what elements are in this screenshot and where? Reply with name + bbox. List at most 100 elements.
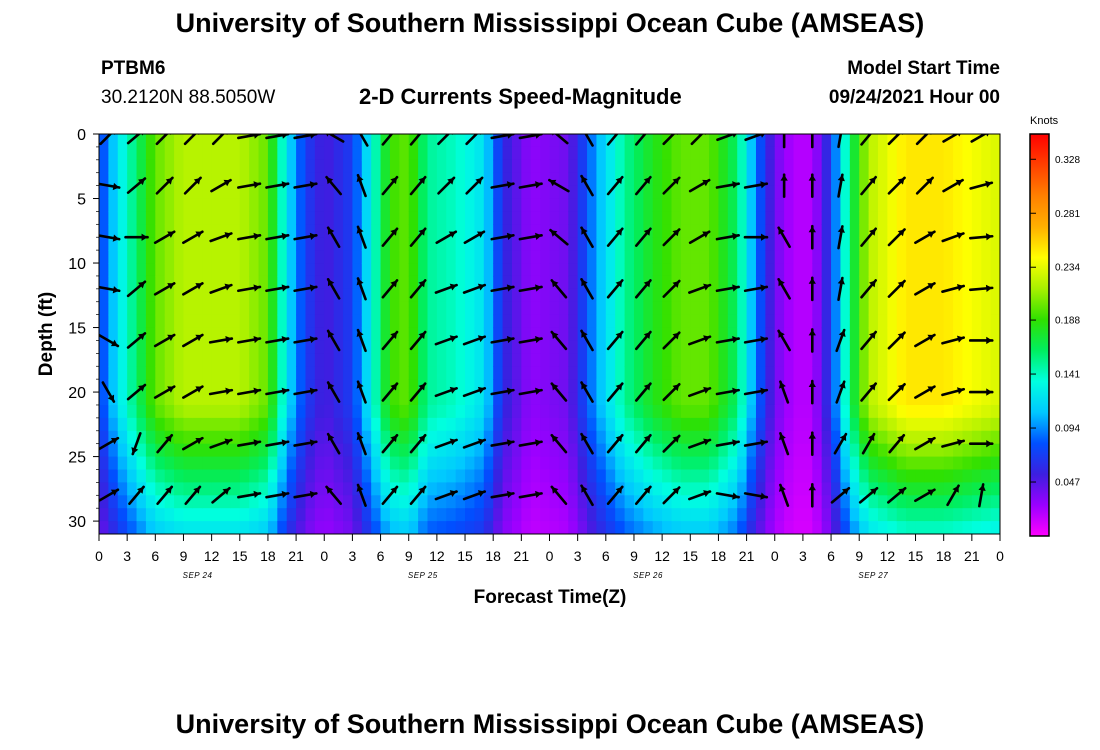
heatmap-cell xyxy=(502,275,513,290)
heatmap-cell xyxy=(483,263,494,277)
heatmap-cell xyxy=(699,314,710,329)
heatmap-cell xyxy=(145,250,156,264)
heatmap-cell xyxy=(192,379,203,393)
current-arrow xyxy=(434,335,458,346)
heatmap-cell xyxy=(765,301,776,316)
heatmap-cell xyxy=(408,198,419,213)
heatmap-cell xyxy=(127,327,138,342)
heatmap-cell xyxy=(774,353,785,367)
heatmap-cell xyxy=(877,237,888,251)
heatmap-cell xyxy=(831,366,842,380)
model-start-value: 09/24/2021 Hour 00 xyxy=(828,87,1000,108)
heatmap-cell xyxy=(727,224,738,238)
heatmap-cell xyxy=(887,250,898,264)
heatmap-cell xyxy=(849,185,860,200)
heatmap-cell xyxy=(521,224,532,238)
heatmap-cell xyxy=(549,250,560,264)
current-arrow xyxy=(237,134,262,140)
heatmap-cell xyxy=(934,314,945,329)
heatmap-cell xyxy=(399,456,410,471)
heatmap-cell xyxy=(540,353,551,367)
heatmap-cell xyxy=(671,508,682,522)
heatmap-cell xyxy=(221,301,231,316)
heatmap-cell xyxy=(174,250,185,264)
heatmap-cell xyxy=(680,159,691,174)
heatmap-cell xyxy=(615,250,626,264)
current-arrow xyxy=(293,232,318,241)
heatmap-cell xyxy=(230,404,241,419)
heatmap-cell xyxy=(868,495,879,509)
heatmap-cell xyxy=(436,456,447,471)
heatmap-cell xyxy=(427,237,438,251)
heatmap-cell xyxy=(324,288,335,303)
heatmap-cell xyxy=(915,469,926,483)
heatmap-cell xyxy=(840,134,851,148)
heatmap-cell xyxy=(427,211,438,225)
heatmap-cell xyxy=(277,198,288,213)
heatmap-cell xyxy=(934,404,945,419)
heatmap-cell xyxy=(784,392,795,406)
heatmap-cell xyxy=(239,340,250,354)
heatmap-cell xyxy=(164,417,175,432)
heatmap-cell xyxy=(953,379,964,393)
heatmap-cell xyxy=(305,443,316,458)
heatmap-cell xyxy=(868,263,879,277)
heatmap-cell xyxy=(737,392,748,406)
heatmap-cell xyxy=(436,366,447,380)
heatmap-cell xyxy=(511,198,522,213)
heatmap-cell xyxy=(896,495,907,509)
heatmap-cell xyxy=(596,404,607,419)
heatmap-cell xyxy=(615,263,626,277)
heatmap-cell xyxy=(784,469,795,483)
heatmap-cell xyxy=(849,250,860,264)
heatmap-cell xyxy=(690,495,701,509)
heatmap-cell xyxy=(493,430,504,445)
heatmap-cell xyxy=(493,327,504,342)
heatmap-cell xyxy=(962,340,973,354)
heatmap-cell xyxy=(361,250,372,264)
heatmap-cell xyxy=(699,469,710,483)
heatmap-cell xyxy=(183,392,194,406)
heatmap-cell xyxy=(361,430,372,445)
heatmap-cell xyxy=(455,198,466,213)
heatmap-cell xyxy=(699,288,710,303)
heatmap-cell xyxy=(596,250,607,264)
current-arrow xyxy=(968,388,994,396)
heatmap-cell xyxy=(924,198,935,213)
heatmap-cell xyxy=(211,172,222,187)
heatmap-cell xyxy=(277,443,288,458)
heatmap-cell xyxy=(652,430,663,445)
current-arrow xyxy=(606,433,624,454)
heatmap-cell xyxy=(192,314,203,329)
current-arrow xyxy=(101,381,116,403)
heatmap-cell xyxy=(746,482,757,496)
heatmap-cell xyxy=(699,353,710,367)
current-arrow xyxy=(237,232,262,241)
heatmap-cell xyxy=(305,237,316,251)
heatmap-cell xyxy=(887,224,898,238)
heatmap-cell xyxy=(127,482,138,496)
heatmap-cell xyxy=(568,263,579,277)
x-tick-label: 21 xyxy=(288,548,304,564)
heatmap-cell xyxy=(690,211,701,225)
heatmap-cell xyxy=(953,456,964,471)
heatmap-cell xyxy=(831,495,842,509)
heatmap-cell xyxy=(624,250,635,264)
heatmap-cell xyxy=(849,495,860,509)
heatmap-cell xyxy=(455,430,466,445)
heatmap-cell xyxy=(305,211,316,225)
heatmap-cell xyxy=(493,250,504,264)
heatmap-cell xyxy=(943,443,954,458)
heatmap-cell xyxy=(587,172,598,187)
heatmap-cell xyxy=(915,430,926,445)
heatmap-cell xyxy=(568,327,579,342)
heatmap-cell xyxy=(371,340,382,354)
heatmap-cell xyxy=(549,314,560,329)
heatmap-cell xyxy=(239,469,250,483)
heatmap-cell xyxy=(896,250,907,264)
heatmap-cell xyxy=(793,340,804,354)
heatmap-cell xyxy=(183,456,194,471)
heatmap-cell xyxy=(709,443,720,458)
heatmap-cell xyxy=(990,353,1000,367)
heatmap-cell xyxy=(183,211,194,225)
